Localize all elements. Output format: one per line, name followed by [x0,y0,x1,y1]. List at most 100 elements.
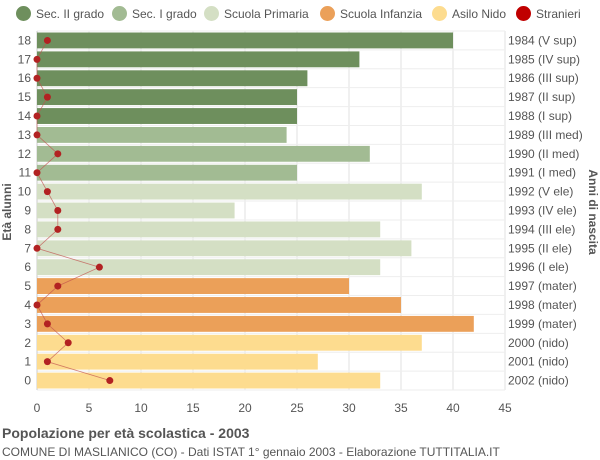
stranieri-series [33,36,114,385]
y-tick-label-0: 0 [24,374,31,388]
y-tick-label-8: 8 [24,222,31,236]
legend-item-sec-ii-grado: Sec. II grado [16,6,104,21]
birth-year-label-8: 1994 (III ele) [508,222,575,236]
x-tick-label-9: 45 [498,401,512,415]
bar-age-2 [37,334,422,351]
bar-age-4 [37,297,401,313]
chart-title: Popolazione per età scolastica - 2003 [2,425,250,441]
stranieri-point-11 [33,169,41,177]
x-tick-label-1: 5 [86,401,93,415]
chart-subtitle: COMUNE DI MASLIANICO (CO) - Dati ISTAT 1… [2,445,500,459]
bar-age-9 [37,202,235,219]
bar-age-5 [37,278,349,295]
bar-age-7 [37,240,412,257]
stranieri-point-6 [95,263,103,271]
y-tick-label-13: 13 [18,128,32,142]
legend-swatch-scuola-infanzia [320,6,335,21]
bar-age-15 [37,89,297,106]
birth-year-label-11: 1991 (I med) [508,166,576,180]
stranieri-point-13 [33,131,41,139]
legend-label-asilo-nido: Asilo Nido [452,6,507,21]
x-tick-label-8: 40 [446,401,460,415]
birth-year-label-5: 1997 (mater) [508,279,577,293]
x-tick-label-2: 10 [134,401,148,415]
birth-year-label-3: 1999 (mater) [508,317,577,331]
y-tick-label-16: 16 [18,71,32,85]
y-tick-label-15: 15 [18,90,32,104]
stranieri-point-1 [43,358,51,366]
stranieri-point-3 [43,320,51,328]
birth-year-label-2: 2000 (nido) [508,336,569,350]
birth-year-label-13: 1989 (III med) [508,128,583,142]
stranieri-point-15 [43,93,51,101]
bar-age-6 [37,259,381,276]
bar-age-10 [37,183,422,200]
x-tick-label-6: 30 [342,401,356,415]
birth-year-label-16: 1986 (III sup) [508,71,579,85]
stranieri-point-17 [33,55,41,63]
x-tick-label-3: 15 [186,401,200,415]
legend-label-sec-i-grado: Sec. I grado [132,6,197,21]
stranieri-point-16 [33,74,41,82]
stranieri-point-4 [33,301,41,309]
birth-year-label-17: 1985 (IV sup) [508,52,580,66]
stranieri-point-5 [54,282,62,290]
bar-age-0 [37,372,381,389]
stranieri-point-0 [106,377,114,385]
bar-age-12 [37,145,370,162]
legend-label-scuola-primaria: Scuola Primaria [224,6,309,21]
legend-item-stranieri: Stranieri [516,6,581,21]
bar-age-16 [37,70,308,87]
y-tick-label-12: 12 [18,147,32,161]
y-tick-label-2: 2 [24,336,31,350]
stranieri-point-10 [43,188,51,196]
bar-age-11 [37,164,297,181]
legend-item-scuola-infanzia: Scuola Infanzia [320,6,422,21]
legend-item-scuola-primaria: Scuola Primaria [204,6,309,21]
bar-age-18 [37,32,453,49]
x-tick-label-0: 0 [34,401,41,415]
y-tick-label-11: 11 [19,166,32,180]
stranieri-point-8 [54,225,62,233]
legend-swatch-scuola-primaria [204,6,219,21]
birth-year-label-12: 1990 (II med) [508,147,579,161]
birth-year-label-9: 1993 (IV ele) [508,204,577,218]
stranieri-point-12 [54,150,62,158]
stranieri-point-18 [43,36,51,44]
y-tick-label-14: 14 [18,109,32,123]
birth-year-label-18: 1984 (V sup) [508,33,577,47]
birth-year-label-7: 1995 (II ele) [508,241,572,255]
stranieri-point-7 [33,244,41,252]
legend-swatch-stranieri [516,6,531,21]
legend-label-scuola-infanzia: Scuola Infanzia [340,6,423,21]
y-tick-label-18: 18 [18,33,32,47]
birth-year-label-15: 1987 (II sup) [508,90,575,104]
bars [37,32,474,389]
legend-item-sec-i-grado: Sec. I grado [112,6,197,21]
y-tick-label-10: 10 [18,185,32,199]
y-tick-label-1: 1 [24,355,31,369]
legend-swatch-sec-ii-grado [16,6,31,21]
y-tick-label-17: 17 [18,52,32,66]
legend-label-stranieri: Stranieri [536,6,581,21]
y-tick-label-6: 6 [24,260,31,274]
legend-swatch-sec-i-grado [112,6,127,21]
y-axis-title-right: Anni di nascita [586,169,600,255]
bar-age-14 [37,108,297,124]
stranieri-point-9 [54,207,62,214]
bar-age-3 [37,315,474,332]
y-axis-title-left: Età alunni [0,183,14,240]
legend-label-sec-ii-grado: Sec. II grado [36,6,105,21]
birth-year-label-6: 1996 (I ele) [508,260,569,274]
bar-age-17 [37,51,360,68]
tick-labels: 18 1984 (V sup)17 1985 (IV sup)16 1986 (III… [18,33,583,415]
y-tick-label-3: 3 [24,317,31,331]
y-tick-label-7: 7 [24,241,31,255]
bar-age-1 [37,353,318,370]
x-tick-label-4: 20 [238,401,252,415]
bar-age-13 [37,126,287,143]
bar-age-8 [37,221,381,238]
legend-item-asilo-nido: Asilo Nido [432,6,506,21]
legend: Sec. II grado Sec. I grado Scuola Primar… [0,6,600,26]
y-tick-label-9: 9 [24,204,31,218]
